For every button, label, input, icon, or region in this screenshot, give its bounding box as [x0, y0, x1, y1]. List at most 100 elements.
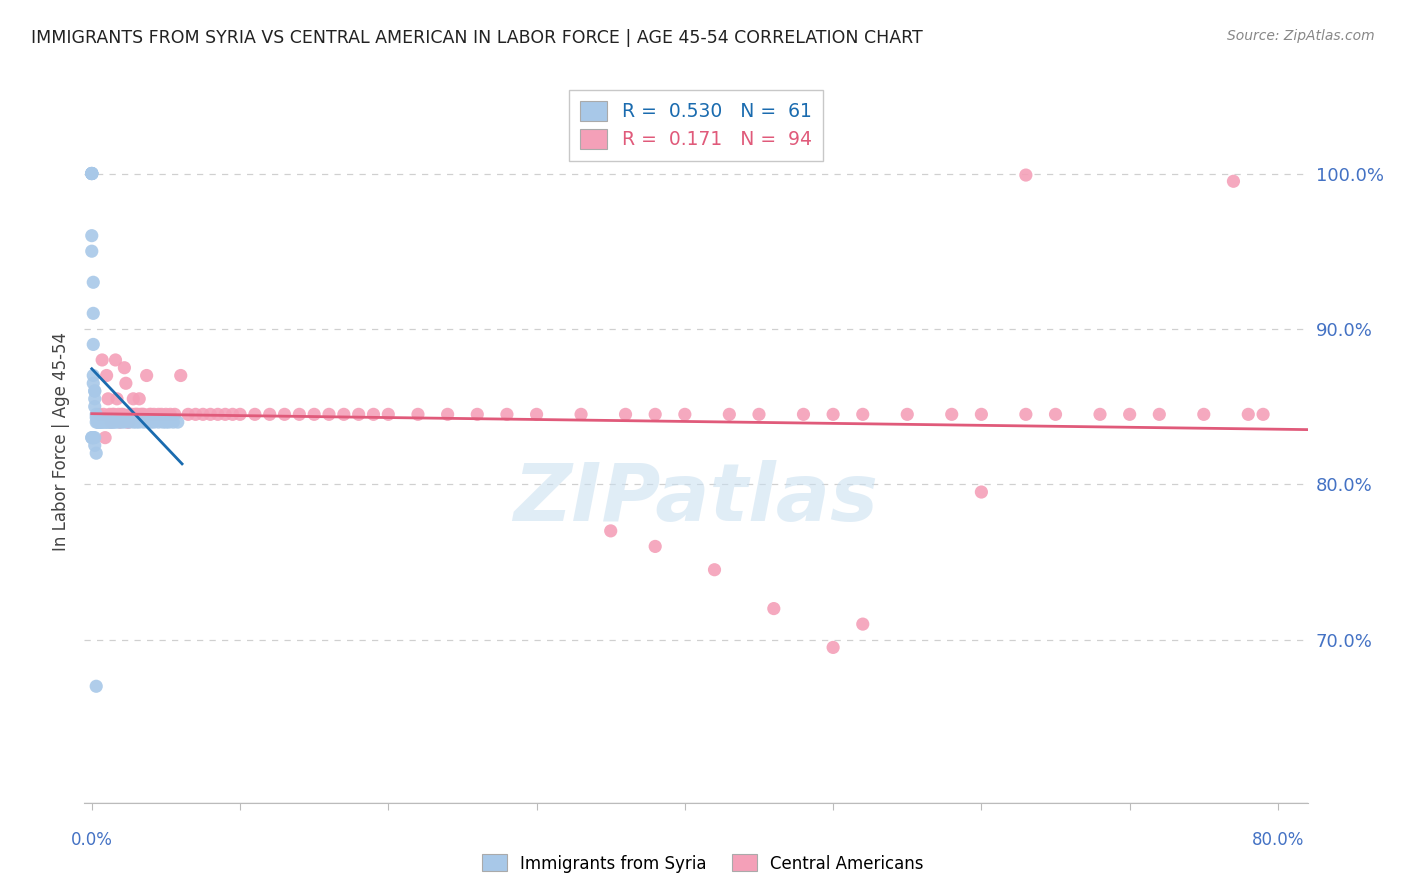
Point: [98, 408, 121, 422]
Point: [111, 408, 134, 422]
Point: [104, 415, 127, 429]
Point: [1149, 408, 1171, 422]
Point: [132, 415, 155, 429]
Point: [136, 415, 159, 429]
Point: [150, 408, 173, 422]
Point: [970, 485, 993, 500]
Point: [852, 617, 875, 632]
Point: [96, 368, 118, 383]
Point: [118, 415, 141, 429]
Point: [792, 408, 814, 422]
Point: [243, 408, 266, 422]
Legend: Immigrants from Syria, Central Americans: Immigrants from Syria, Central Americans: [475, 847, 931, 880]
Point: [98, 415, 121, 429]
Point: [1088, 408, 1111, 422]
Point: [644, 540, 666, 554]
Point: [84, 446, 107, 460]
Point: [82, 337, 104, 351]
Point: [83, 400, 105, 414]
Point: [94, 415, 117, 429]
Point: [83, 392, 105, 406]
Point: [157, 415, 180, 429]
Point: [143, 408, 166, 422]
Point: [122, 392, 145, 406]
Point: [139, 408, 162, 422]
Point: [896, 408, 918, 422]
Point: [363, 408, 385, 422]
Point: [148, 408, 170, 422]
Point: [162, 415, 184, 429]
Point: [170, 368, 193, 383]
Point: [148, 415, 170, 429]
Point: [128, 392, 150, 406]
Point: [121, 408, 143, 422]
Point: [229, 408, 252, 422]
Point: [83, 384, 105, 398]
Point: [259, 408, 281, 422]
Point: [718, 408, 741, 422]
Point: [131, 408, 153, 422]
Point: [84, 679, 107, 693]
Point: [614, 408, 637, 422]
Point: [125, 408, 148, 422]
Point: [80, 167, 103, 181]
Point: [80, 244, 103, 259]
Text: 0.0%: 0.0%: [70, 830, 112, 849]
Point: [120, 408, 142, 422]
Point: [184, 408, 207, 422]
Point: [302, 408, 325, 422]
Point: [82, 431, 104, 445]
Point: [406, 408, 429, 422]
Point: [103, 408, 125, 422]
Point: [599, 524, 621, 538]
Point: [84, 410, 107, 425]
Point: [496, 408, 519, 422]
Point: [273, 408, 295, 422]
Text: 80.0%: 80.0%: [1251, 830, 1305, 849]
Point: [97, 415, 120, 429]
Point: [177, 408, 200, 422]
Point: [112, 415, 135, 429]
Text: IMMIGRANTS FROM SYRIA VS CENTRAL AMERICAN IN LABOR FORCE | AGE 45-54 CORRELATION: IMMIGRANTS FROM SYRIA VS CENTRAL AMERICA…: [31, 29, 922, 46]
Point: [90, 415, 112, 429]
Point: [970, 408, 993, 422]
Point: [852, 408, 875, 422]
Point: [89, 408, 111, 422]
Point: [82, 275, 104, 289]
Point: [82, 306, 104, 320]
Point: [166, 415, 188, 429]
Point: [80, 167, 103, 181]
Point: [86, 415, 108, 429]
Point: [108, 415, 131, 429]
Point: [84, 408, 107, 422]
Y-axis label: In Labor Force | Age 45-54: In Labor Force | Age 45-54: [52, 332, 70, 551]
Point: [80, 167, 103, 181]
Point: [152, 415, 174, 429]
Point: [103, 415, 125, 429]
Point: [124, 408, 146, 422]
Point: [82, 431, 104, 445]
Point: [86, 415, 108, 429]
Point: [82, 376, 104, 391]
Point: [214, 408, 236, 422]
Point: [101, 408, 124, 422]
Point: [941, 408, 963, 422]
Point: [436, 408, 458, 422]
Point: [200, 408, 222, 422]
Point: [80, 167, 103, 181]
Point: [110, 415, 132, 429]
Point: [83, 384, 105, 398]
Point: [135, 368, 157, 383]
Point: [823, 408, 845, 422]
Point: [191, 408, 214, 422]
Point: [333, 408, 356, 422]
Point: [465, 408, 488, 422]
Point: [100, 415, 122, 429]
Point: [101, 415, 124, 429]
Point: [115, 376, 138, 391]
Point: [377, 408, 399, 422]
Point: [82, 368, 104, 383]
Point: [125, 415, 148, 429]
Point: [1237, 408, 1260, 422]
Point: [80, 431, 103, 445]
